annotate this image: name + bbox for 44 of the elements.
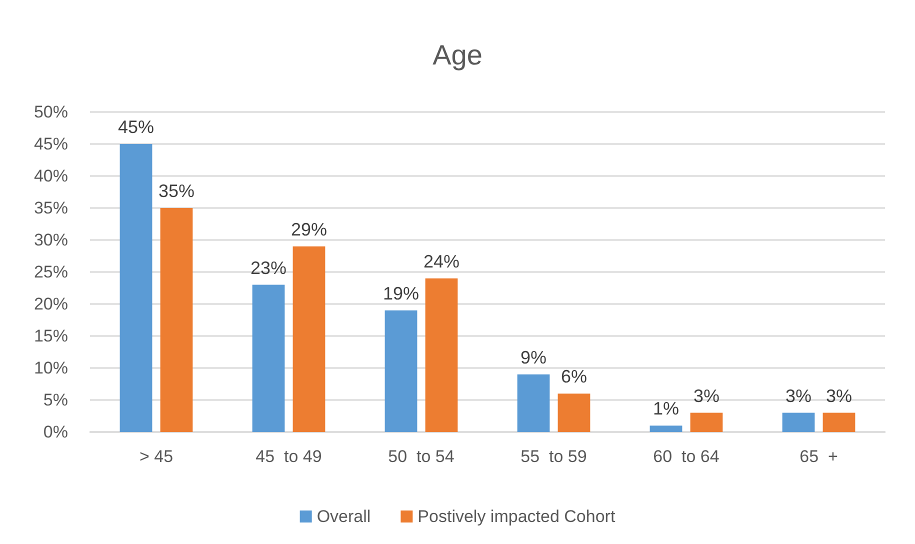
x-tick-label: 55 to 59 — [520, 447, 587, 466]
legend-label: Overall — [316, 507, 371, 526]
bar — [384, 310, 418, 432]
data-label: 24% — [423, 251, 460, 272]
y-tick-label: 15% — [34, 326, 68, 346]
data-label: 9% — [520, 347, 547, 368]
x-tick-label: > 45 — [139, 447, 174, 466]
data-label: 1% — [653, 398, 680, 419]
bar — [120, 144, 152, 432]
bar — [517, 374, 550, 432]
data-label: 23% — [250, 258, 287, 278]
data-label: 29% — [290, 219, 328, 240]
bar — [160, 208, 193, 432]
bar — [782, 412, 815, 432]
data-label: 3% — [693, 386, 720, 406]
y-tick-label: 40% — [34, 166, 68, 186]
y-tick-label: 20% — [34, 294, 68, 314]
y-tick-label: 45% — [34, 134, 68, 154]
chart-title: Age — [432, 40, 482, 70]
data-label: 3% — [786, 386, 812, 406]
y-tick-label: 5% — [43, 390, 68, 410]
bar — [822, 412, 856, 432]
x-tick-label: 50 to 54 — [388, 447, 454, 466]
y-tick-label: 25% — [34, 262, 68, 282]
y-tick-label: 50% — [34, 102, 68, 122]
bar — [252, 284, 285, 432]
y-tick-label: 30% — [34, 230, 68, 250]
x-tick-label: 65 + — [800, 447, 838, 466]
bar — [558, 394, 590, 432]
x-tick-label: 45 to 49 — [256, 447, 322, 466]
x-tick-label: 60 to 64 — [653, 447, 720, 466]
data-label: 19% — [382, 283, 420, 304]
data-label: 6% — [560, 366, 587, 387]
data-label: 35% — [158, 181, 195, 201]
y-tick-label: 35% — [34, 198, 68, 218]
data-label: 3% — [826, 386, 852, 406]
legend-label: Postively impacted Cohort — [418, 507, 616, 526]
bar — [292, 246, 326, 432]
bar — [650, 426, 682, 432]
data-label: 45% — [118, 117, 154, 137]
y-tick-label: 0% — [43, 422, 68, 442]
y-tick-label: 10% — [34, 358, 68, 378]
bar — [425, 278, 458, 432]
bar — [690, 412, 723, 432]
